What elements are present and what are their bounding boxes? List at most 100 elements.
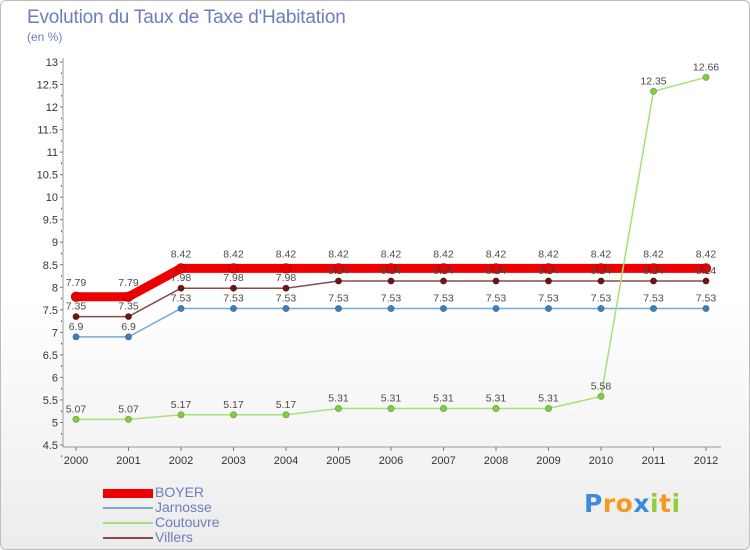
data-point [595,263,607,274]
x-tick-label: 2006 [379,455,403,467]
data-point [282,304,290,312]
data-point [597,392,605,400]
legend-swatch [103,489,153,498]
data-label: 5.31 [328,393,349,405]
data-label: 5.31 [486,393,507,405]
data-point [492,304,500,312]
data-point [649,277,657,285]
data-label: 7.53 [696,292,717,304]
data-label: 8.42 [223,248,244,260]
data-point [439,304,447,312]
data-label: 8.42 [171,248,192,260]
data-point [387,277,395,285]
y-tick-label: 10.5 [37,170,58,182]
data-label: 7.98 [171,272,192,284]
data-label: 8.42 [696,248,717,260]
data-label: 7.98 [276,272,297,284]
logo-letter: i [671,489,681,518]
data-point [439,277,447,285]
data-point [438,263,449,274]
data-label: 7.53 [381,292,402,304]
data-point [228,263,239,274]
y-tick-label: 9.5 [43,215,58,227]
data-point [177,284,185,292]
y-tick-label: 8 [52,282,58,294]
logo-letter: o [615,489,634,518]
data-label: 7.53 [433,292,454,304]
data-point [700,263,712,274]
data-label: 7.53 [643,292,664,304]
data-label: 7.53 [591,292,612,304]
data-label: 5.58 [591,380,612,392]
legend-label: Jarnosse [155,499,212,515]
data-label: 8.14 [538,265,559,277]
y-tick-label: 12 [46,102,58,114]
x-tick-label: 2011 [642,455,666,467]
x-tick-label: 2005 [326,455,350,467]
data-label: 8.14 [591,265,612,277]
data-label: 7.35 [66,301,87,313]
data-label: 8.42 [328,248,349,260]
data-point [177,304,185,312]
data-point [123,291,134,303]
data-point [177,411,185,419]
data-point [72,313,80,321]
data-point [439,405,447,413]
x-tick-label: 2008 [484,455,508,467]
logo-letter: P [584,489,603,518]
data-point [544,277,552,285]
logo-letter: x [633,489,650,518]
y-tick-label: 9 [52,237,58,249]
data-label: 8.14 [486,265,507,277]
x-tick-label: 2004 [274,455,298,467]
data-point [282,284,290,292]
data-point [649,87,657,95]
data-label: 7.53 [276,292,297,304]
data-label: 8.42 [381,248,402,260]
data-label: 5.31 [538,393,559,405]
legend-label: Villers [155,529,193,545]
data-point [282,411,290,419]
x-tick-label: 2001 [116,455,140,467]
data-label: 5.31 [433,393,454,405]
data-point [70,291,82,303]
y-tick-label: 7 [52,327,58,339]
data-point [334,304,342,312]
data-label: 5.07 [118,403,139,415]
data-label: 8.14 [433,265,454,277]
data-point [387,405,395,413]
data-point [333,263,344,274]
y-tick-label: 10 [46,192,58,204]
data-label: 7.98 [223,272,244,284]
data-point [385,263,397,274]
data-point [543,263,554,274]
data-label: 7.53 [171,292,192,304]
data-point [702,277,710,285]
data-point [649,304,657,312]
data-label: 8.42 [591,248,612,260]
data-point [702,304,710,312]
data-point [72,415,80,423]
data-point [125,415,133,423]
data-point [334,405,342,413]
data-point [702,73,710,81]
data-label: 7.35 [118,301,139,313]
data-point [492,405,500,413]
proxiti-logo: Proxiti [584,489,681,518]
y-tick-label: 5 [52,417,58,429]
data-point [230,304,238,312]
data-label: 5.17 [223,399,244,411]
x-tick-label: 2002 [169,455,193,467]
y-tick-label: 5.5 [43,395,58,407]
data-label: 5.31 [381,393,402,405]
y-tick-label: 6.5 [43,350,58,362]
data-label: 8.14 [643,265,664,277]
data-point [175,263,187,274]
data-point [648,263,659,274]
data-label: 7.53 [328,292,349,304]
data-label: 8.14 [381,265,402,277]
data-label: 8.14 [328,265,349,277]
data-point [230,411,238,419]
legend-swatch [103,522,153,524]
x-tick-label: 2000 [64,455,88,467]
